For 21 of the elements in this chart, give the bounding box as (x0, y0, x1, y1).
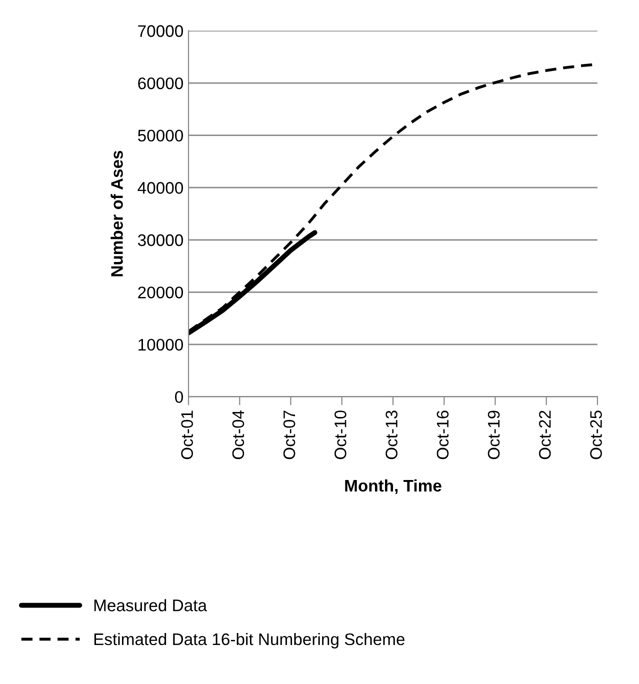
x-axis-title: Month, Time (345, 479, 442, 494)
x-tick-label: Oct-04 (232, 410, 244, 460)
y-axis-title: Number of Ases (110, 150, 123, 276)
y-tick-label: 50000 (138, 130, 183, 142)
legend-label: Measured Data (94, 599, 208, 612)
x-tick-label: Oct-22 (539, 410, 551, 460)
y-tick-label: 30000 (138, 234, 183, 246)
legend-label: Estimated Data 16-bit Numbering Scheme (94, 632, 404, 648)
y-tick-label: 40000 (138, 182, 183, 194)
x-tick-label: Oct-25 (590, 410, 602, 460)
y-tick-label: 70000 (138, 25, 183, 37)
y-tick-label: 60000 (138, 77, 183, 90)
x-tick-label: Oct-07 (283, 410, 296, 460)
y-tick-label: 10000 (138, 338, 183, 351)
x-tick-label: Oct-13 (386, 410, 398, 460)
y-tick-label: 0 (175, 391, 183, 403)
y-tick-label: 20000 (138, 286, 183, 298)
x-tick-label: Oct-19 (488, 410, 500, 460)
x-tick-label: Oct-01 (181, 410, 193, 460)
x-tick-label: Oct-16 (436, 410, 449, 460)
x-tick-label: Oct-10 (334, 410, 346, 460)
